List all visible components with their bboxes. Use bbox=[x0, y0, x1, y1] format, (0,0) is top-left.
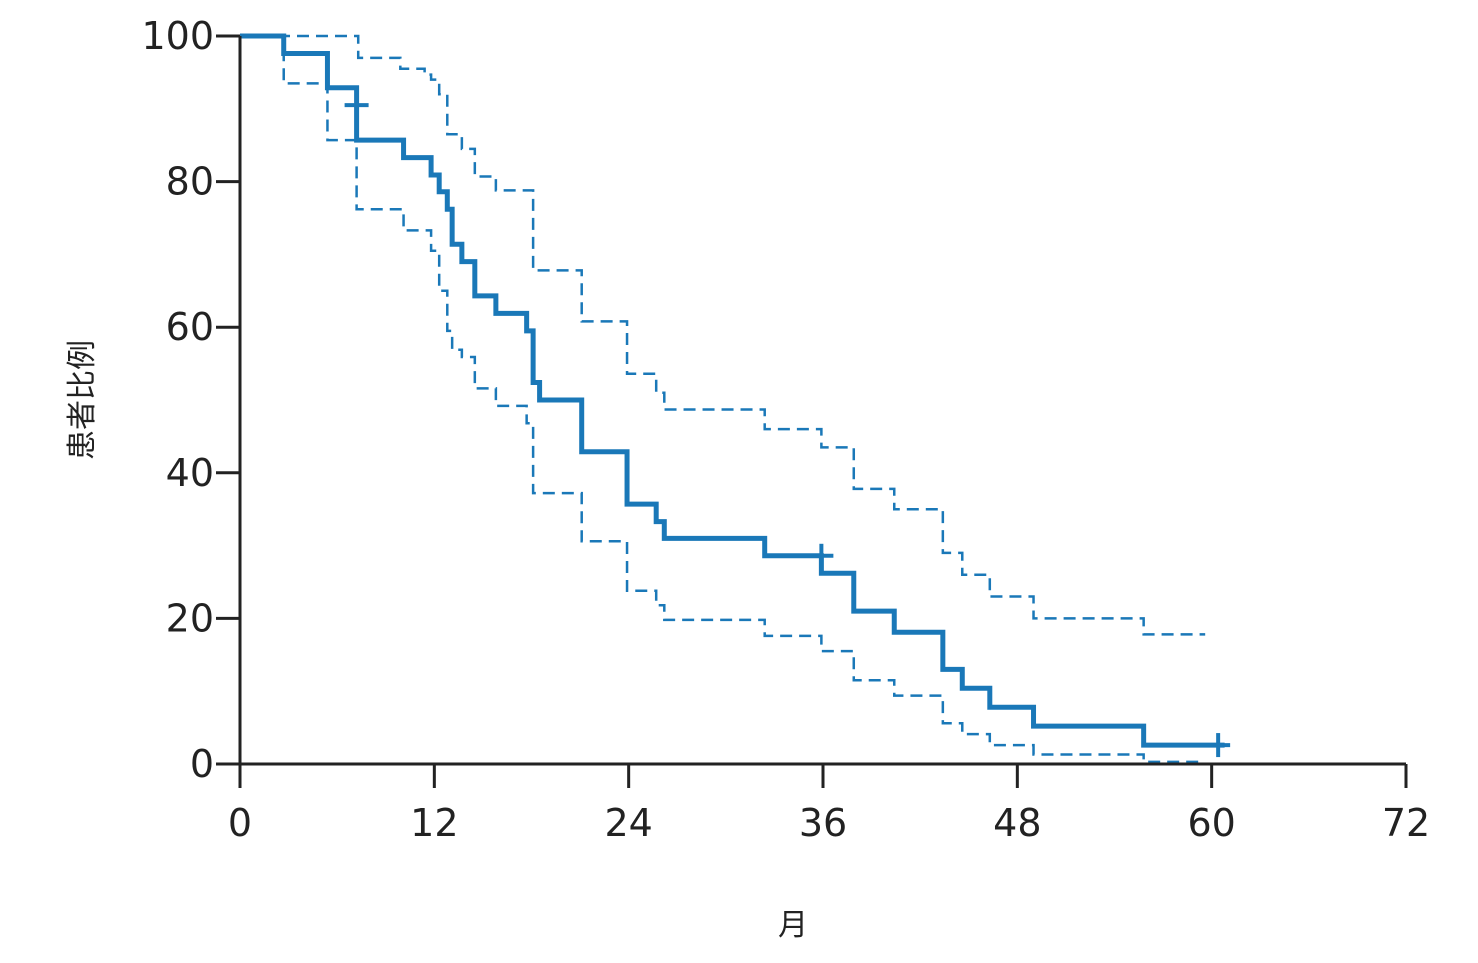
censor-mark-0 bbox=[344, 93, 369, 118]
y-tick-label-100: 100 bbox=[141, 14, 214, 58]
ticks: 0 20 40 60 80 100 0 12 24 36 48 60 72 bbox=[141, 14, 1430, 845]
y-tick-label-60: 60 bbox=[166, 305, 214, 349]
y-axis-label: 患者比例 bbox=[65, 340, 100, 460]
x-tick-label-12: 12 bbox=[410, 801, 458, 845]
x-tick-label-72: 72 bbox=[1382, 801, 1430, 845]
x-axis-label: 月 bbox=[778, 908, 808, 943]
series-ci-lower bbox=[240, 34, 1206, 764]
plot-series bbox=[240, 33, 1225, 764]
x-tick-label-48: 48 bbox=[993, 801, 1041, 845]
censor-mark-1 bbox=[809, 543, 834, 568]
censor-mark-2 bbox=[1206, 733, 1231, 758]
y-tick-label-80: 80 bbox=[166, 160, 214, 204]
series-ci-upper bbox=[240, 34, 1206, 636]
y-tick-label-20: 20 bbox=[166, 596, 214, 640]
series-survival bbox=[240, 33, 1225, 748]
x-tick-label-60: 60 bbox=[1187, 801, 1235, 845]
y-tick-label-0: 0 bbox=[190, 742, 214, 786]
y-tick-label-40: 40 bbox=[166, 451, 214, 495]
censor-marks bbox=[344, 93, 1231, 758]
axes bbox=[238, 36, 1406, 766]
x-tick-label-0: 0 bbox=[228, 801, 252, 845]
x-tick-label-24: 24 bbox=[604, 801, 652, 845]
x-tick-label-36: 36 bbox=[799, 801, 847, 845]
